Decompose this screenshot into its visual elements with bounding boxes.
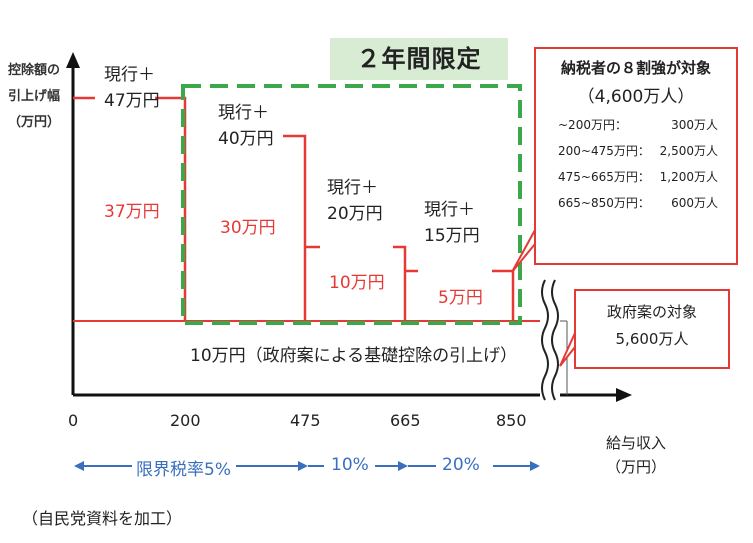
step-3-value: 10万円 [329,273,385,293]
y-axis-title: 控除額の 引上げ幅 （万円） [8,58,68,136]
step-3-line2: 20万円 [327,204,383,224]
target-row-range: ~200万円： [558,118,627,132]
step-2 [283,134,307,321]
band-5pct: 限界税率5% [136,460,231,480]
x-axis-title: 給与収入 （万円） [606,431,666,479]
step-2-line2: 40万円 [218,129,274,149]
axis-break-1 [541,279,549,401]
step-4-value: 5万円 [438,288,483,308]
step-4b [492,269,515,321]
callout-pointer-2 [559,332,576,367]
gov-callout: 政府案の対象 5,600万人 [574,289,730,369]
step-3b [393,245,407,321]
step-2-line1: 現行＋ [218,103,269,123]
callout-pointer-1 [511,229,536,273]
y-axis-arrow [66,52,80,68]
band-10pct: 10% [331,455,369,475]
band-arrow-1-right [298,461,308,471]
target-row: ~200万円： 300万人 [536,116,736,133]
source-note: （自民党資料を加工） [22,509,183,528]
gov-callout-line1: 政府案の対象 [606,303,697,321]
step-1-line1: 現行＋ [104,65,155,85]
step-1-value: 37万円 [104,202,160,222]
step-2-value: 30万円 [220,218,276,238]
band-20pct: 20% [442,455,480,475]
target-row: 475~665万円： 1,200万人 [536,168,736,185]
y-axis-title-line1: 控除額の [8,63,61,78]
axis-break-2 [551,279,559,401]
x-tick-200: 200 [170,411,201,430]
step-1-label: 現行＋ 47万円 [104,62,160,114]
base-deduction-text: 10万円（政府案による基礎控除の引上げ） [190,346,518,366]
target-row-count: 300万人 [671,118,718,132]
step-4-label: 現行＋ 15万円 [424,197,480,249]
step-3-line1: 現行＋ [327,178,378,198]
target-callout: 納税者の８割強が対象 （4,600万人） ~200万円： 300万人 200~4… [534,47,738,265]
x-axis-arrow [616,388,632,402]
x-tick-850: 850 [496,411,527,430]
gov-callout-line2: 5,600万人 [615,330,689,348]
target-row-range: 475~665万円： [558,170,650,184]
target-row: 200~475万円： 2,500万人 [536,142,736,159]
band-arrow-1-left [74,461,84,471]
target-row-range: 665~850万円： [558,196,650,210]
target-row-range: 200~475万円： [558,144,650,158]
x-tick-665: 665 [390,411,421,430]
x-axis-title-line2: （万円） [606,458,667,476]
y-axis-title-line2: 引上げ幅 [8,89,61,104]
two-year-box [181,84,522,325]
two-year-badge: ２年間限定 [330,38,508,80]
y-axis-title-line3: （万円） [8,115,61,130]
step-1-line2: 47万円 [104,91,160,111]
target-callout-title: 納税者の８割強が対象 [560,59,711,77]
step-3-label: 現行＋ 20万円 [327,175,383,227]
step-4-line2: 15万円 [424,226,480,246]
step-4-line1: 現行＋ [424,200,475,220]
target-callout-total: （4,600万人） [577,87,695,107]
target-row: 665~850万円： 600万人 [536,194,736,211]
x-tick-0: 0 [68,411,79,430]
band-arrow-3-right [530,461,540,471]
step-2-label: 現行＋ 40万円 [218,100,274,152]
target-row-count: 2,500万人 [659,144,718,158]
target-row-count: 1,200万人 [659,170,718,184]
band-arrow-2-right [398,461,408,471]
x-tick-475: 475 [290,411,321,430]
x-axis-title-line1: 給与収入 [606,434,667,452]
target-row-count: 600万人 [671,196,718,210]
